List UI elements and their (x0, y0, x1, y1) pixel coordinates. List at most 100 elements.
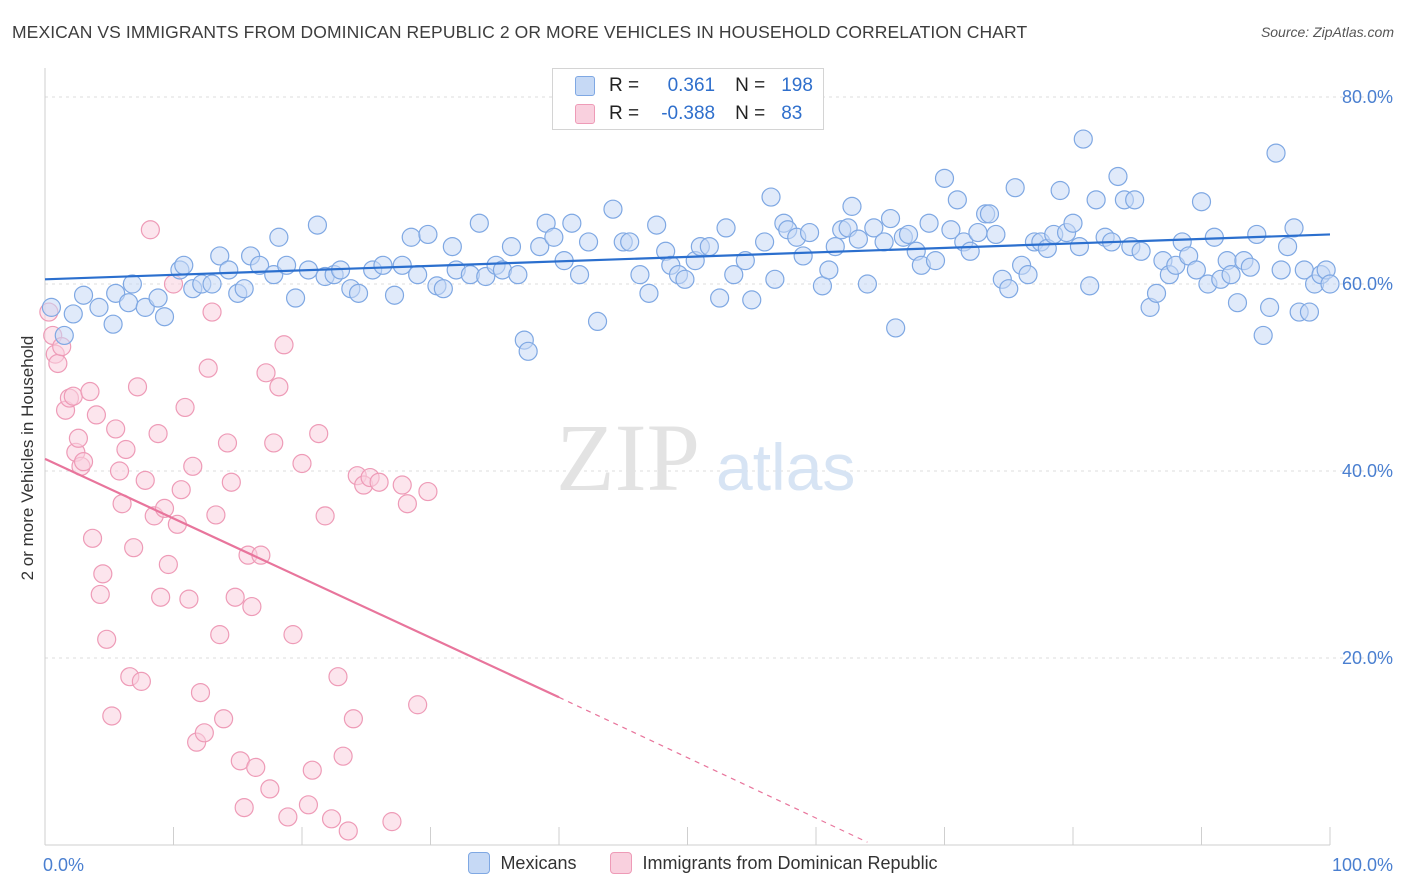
data-point (63, 386, 83, 406)
data-point (1266, 143, 1286, 163)
legend-item-dominican[interactable]: Immigrants from Dominican Republic (610, 852, 938, 874)
data-point (225, 587, 245, 607)
data-point (214, 709, 234, 729)
data-point (716, 218, 736, 238)
data-point (1247, 224, 1267, 245)
data-point (880, 208, 901, 229)
data-point (283, 625, 303, 645)
r-value: 0.361 (667, 75, 716, 96)
data-point (1146, 283, 1167, 303)
data-point (1166, 255, 1186, 275)
r-label: R = (609, 103, 640, 124)
data-point (1073, 129, 1093, 149)
data-point (73, 452, 94, 472)
data-point (999, 279, 1019, 299)
data-point (1299, 302, 1320, 322)
data-point (106, 283, 126, 303)
data-point (1063, 213, 1083, 233)
data-point (73, 285, 94, 305)
data-point (269, 377, 289, 397)
data-point (587, 311, 608, 331)
data-point (408, 265, 428, 285)
data-point (1131, 241, 1151, 261)
data-point (848, 229, 869, 249)
data-point (102, 706, 122, 726)
legend-swatch-pink (610, 852, 633, 874)
data-point (89, 297, 109, 317)
data-point (1125, 190, 1145, 210)
data-point (735, 251, 755, 271)
data-point (122, 274, 142, 294)
data-point (131, 671, 151, 691)
data-point (154, 307, 175, 327)
data-point (116, 439, 136, 460)
blue-swatch (575, 76, 595, 96)
data-point (148, 424, 168, 444)
data-point (819, 260, 839, 280)
pink-swatch (575, 104, 595, 124)
data-point (864, 218, 884, 238)
data-point (151, 587, 171, 607)
n-label: N = (735, 103, 766, 124)
data-point (968, 222, 988, 243)
data-point (210, 246, 230, 266)
data-point (1186, 260, 1206, 280)
y-axis-label: 2 or more Vehicles in Household (18, 336, 37, 581)
data-point (418, 481, 438, 502)
n-value: 198 (781, 75, 813, 96)
data-point (127, 377, 148, 397)
data-point (1050, 180, 1070, 201)
data-point (106, 419, 126, 439)
data-point (202, 274, 222, 294)
data-point (382, 812, 402, 832)
data-point (765, 269, 785, 289)
legend-label: Immigrants from Dominican Republic (642, 852, 938, 873)
data-point (941, 220, 961, 240)
data-point (338, 821, 358, 841)
data-point (54, 325, 74, 346)
data-point (1271, 260, 1291, 280)
data-point (41, 297, 62, 317)
data-point (1080, 276, 1100, 296)
data-point (135, 297, 155, 317)
data-point (603, 199, 623, 219)
data-point (124, 538, 144, 558)
data-point (343, 709, 363, 729)
pink-points (39, 220, 438, 841)
stats-row-mexicans: R = 0.361 N = 198 (575, 73, 825, 99)
data-point (97, 629, 117, 649)
data-point (158, 554, 178, 575)
data-point (234, 797, 254, 818)
trend-line-dominican (44, 457, 560, 699)
data-point (1253, 325, 1273, 346)
y-tick-label: 20.0% (1342, 648, 1393, 668)
data-point (874, 232, 894, 252)
grid-lines (45, 96, 1390, 659)
data-point (1069, 237, 1090, 257)
data-point (418, 224, 438, 245)
data-point (699, 237, 719, 257)
data-point (518, 341, 538, 361)
data-point (1284, 218, 1304, 238)
data-point (501, 237, 522, 257)
data-point (242, 596, 262, 617)
legend-item-mexicans[interactable]: Mexicans (468, 852, 576, 874)
data-point (562, 213, 582, 233)
data-point (171, 480, 191, 500)
stats-row-dominican: R = -0.388 N = 83 (575, 101, 825, 127)
data-point (1227, 293, 1248, 313)
data-point (278, 807, 298, 827)
data-point (1191, 192, 1212, 212)
data-point (174, 255, 194, 275)
data-point (392, 255, 412, 275)
data-point (433, 279, 453, 299)
y-tick-label: 60.0% (1342, 274, 1393, 294)
data-point (80, 381, 100, 402)
trend-line-dominican-dashed (558, 696, 868, 843)
data-point (292, 453, 312, 474)
data-point (302, 760, 322, 780)
data-point (194, 723, 214, 743)
data-point (761, 187, 781, 207)
data-point (333, 746, 353, 766)
data-point (109, 461, 130, 481)
